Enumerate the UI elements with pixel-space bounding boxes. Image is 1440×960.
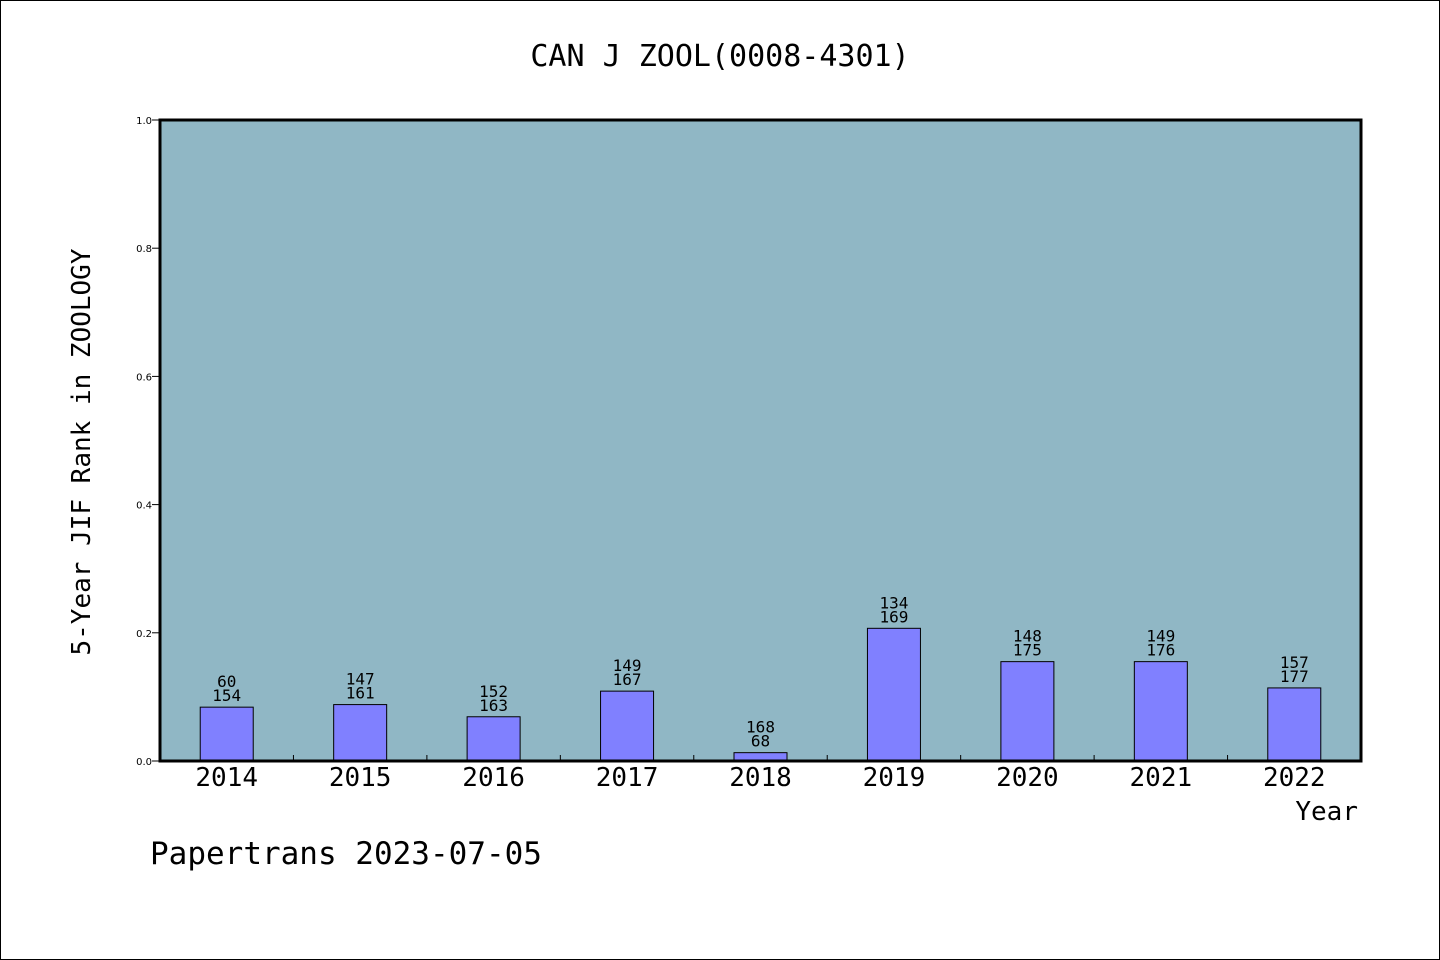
bar-rank-label: 157 [1280,653,1309,672]
x-tick-label: 2018 [729,763,792,793]
bar-rank-label: 152 [479,682,508,701]
bar-2017 [600,690,655,762]
bar-total-label: 175 [1013,641,1042,660]
plot-area [160,120,1361,761]
x-tick-label: 2021 [1130,763,1193,793]
x-axis-label: Year [1295,797,1358,827]
bar-rank-label: 60 [217,672,236,691]
x-axis-tick-labels: 2014 2015 2016 2017 2018 2019 2020 2021 2022 [195,763,1325,793]
bar-2020 [1000,661,1055,762]
y-axis-ticks: 0.0 0.2 0.4 0.6 0.8 1.0 [136,116,160,768]
bar-rank-label: 148 [1013,627,1042,646]
bar-total-label: 176 [1146,641,1175,660]
bar-2022 [1267,687,1322,762]
bar-total-label: 177 [1280,667,1309,686]
x-tick-label: 2019 [863,763,926,793]
bar-series [199,627,1322,762]
bar-total-label: 169 [879,607,908,626]
y-tick-label: 0.4 [136,501,152,512]
y-tick-label: 0.6 [136,372,152,383]
bar-total-label: 167 [613,670,642,689]
y-tick-label: 1.0 [136,116,152,127]
bar-2019 [866,627,921,762]
bar-total-label: 163 [479,696,508,715]
bar-2021 [1133,661,1188,762]
bar-total-label: 161 [346,684,375,703]
x-tick-label: 2014 [195,763,258,793]
bar-rank-label: 149 [1146,627,1175,646]
y-tick-label: 0.2 [136,629,152,640]
x-tick-label: 2015 [329,763,392,793]
x-tick-label: 2022 [1263,763,1326,793]
footer-credit: Papertrans 2023-07-05 [150,836,542,872]
plot-border [158,118,1363,763]
x-tick-label: 2020 [996,763,1059,793]
y-tick-label: 0.0 [136,757,152,768]
bar-2015 [333,704,388,762]
bar-2014 [199,706,254,762]
bar-total-label: 68 [751,732,770,751]
y-axis-label: 5-Year JIF Rank in ZOOLOGY [67,248,97,655]
x-tick-label: 2017 [596,763,659,793]
bar-rank-label: 168 [746,718,775,737]
bar-2016 [466,716,521,762]
bar-total-label: 154 [212,686,241,705]
bar-rank-label: 149 [613,656,642,675]
chart-title: CAN J ZOOL(0008-4301) [530,39,909,74]
y-tick-label: 0.8 [136,244,152,255]
bar-rank-label: 134 [879,593,908,612]
x-tick-label: 2016 [462,763,525,793]
bar-rank-label: 147 [346,670,375,689]
